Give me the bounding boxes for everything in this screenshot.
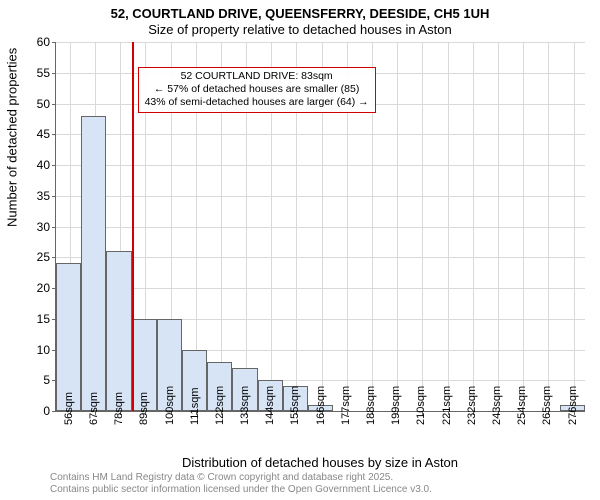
gridline-h	[56, 134, 585, 135]
gridline-h	[56, 227, 585, 228]
gridline-v	[448, 42, 449, 411]
x-axis-label: Distribution of detached houses by size …	[55, 455, 585, 470]
gridline-v	[548, 42, 549, 411]
ytick-label: 20	[10, 281, 50, 295]
histogram-bar	[81, 116, 106, 411]
annotation-line2: 43% of semi-detached houses are larger (…	[145, 96, 369, 109]
chart-title-main: 52, COURTLAND DRIVE, QUEENSFERRY, DEESID…	[0, 6, 600, 21]
ytick-label: 0	[10, 404, 50, 418]
chart-container: 52, COURTLAND DRIVE, QUEENSFERRY, DEESID…	[0, 0, 600, 500]
ytick-label: 25	[10, 250, 50, 264]
ytick-label: 55	[10, 66, 50, 80]
gridline-h	[56, 288, 585, 289]
marker-line	[132, 42, 134, 411]
gridline-v	[498, 42, 499, 411]
gridline-v	[523, 42, 524, 411]
annotation-line1: ← 57% of detached houses are smaller (85…	[145, 83, 369, 96]
ytick-label: 10	[10, 343, 50, 357]
gridline-h	[56, 165, 585, 166]
gridline-h	[56, 196, 585, 197]
histogram-bar	[56, 263, 81, 411]
ytick-mark	[52, 42, 56, 43]
ytick-label: 50	[10, 97, 50, 111]
ytick-mark	[52, 73, 56, 74]
plot-area: 52 COURTLAND DRIVE: 83sqm← 57% of detach…	[55, 42, 585, 412]
ytick-mark	[52, 257, 56, 258]
ytick-label: 45	[10, 127, 50, 141]
ytick-mark	[52, 134, 56, 135]
footer-line2: Contains public sector information licen…	[50, 484, 432, 496]
ytick-label: 60	[10, 35, 50, 49]
ytick-mark	[52, 196, 56, 197]
ytick-label: 40	[10, 158, 50, 172]
chart-title-sub: Size of property relative to detached ho…	[0, 22, 600, 37]
gridline-v	[473, 42, 474, 411]
annotation-title: 52 COURTLAND DRIVE: 83sqm	[145, 70, 369, 83]
gridline-v	[422, 42, 423, 411]
ytick-label: 30	[10, 220, 50, 234]
annotation-box: 52 COURTLAND DRIVE: 83sqm← 57% of detach…	[138, 67, 376, 113]
footer-line1: Contains HM Land Registry data © Crown c…	[50, 472, 432, 484]
gridline-h	[56, 257, 585, 258]
footer-attribution: Contains HM Land Registry data © Crown c…	[50, 472, 432, 496]
ytick-label: 5	[10, 373, 50, 387]
ytick-mark	[52, 227, 56, 228]
gridline-h	[56, 42, 585, 43]
ytick-mark	[52, 165, 56, 166]
ytick-mark	[52, 411, 56, 412]
gridline-v	[574, 42, 575, 411]
ytick-label: 35	[10, 189, 50, 203]
ytick-mark	[52, 104, 56, 105]
ytick-label: 15	[10, 312, 50, 326]
histogram-bar	[106, 251, 131, 411]
gridline-v	[397, 42, 398, 411]
